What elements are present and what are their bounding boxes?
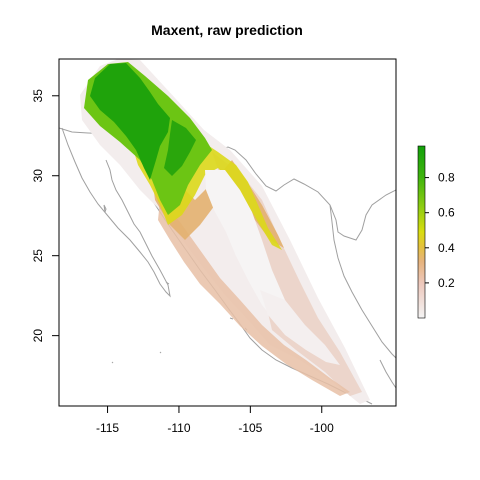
legend-tick-label: 0.8 <box>438 171 455 185</box>
x-tick-label: -105 <box>238 421 262 435</box>
x-tick-label: -100 <box>310 421 334 435</box>
island-c <box>229 317 234 320</box>
map-title: Maxent, raw prediction <box>151 22 303 38</box>
legend-tick-label: 0.2 <box>438 276 455 290</box>
gulf-coast <box>329 204 396 359</box>
x-axis: -115 -110 -105 -100 <box>96 406 334 435</box>
raster-medium-band <box>150 160 284 248</box>
legend-tick-label: 0.4 <box>438 241 455 255</box>
prediction-raster <box>80 59 370 404</box>
color-legend: 0.2 0.4 0.6 0.8 <box>417 145 455 319</box>
y-tick-label: 20 <box>31 329 45 343</box>
baja-california-coast <box>61 127 171 298</box>
legend-ticks: 0.2 0.4 0.6 0.8 <box>425 171 455 290</box>
x-tick-label: -115 <box>96 421 119 435</box>
yucatan-coast <box>379 359 396 389</box>
raster-dark-green-zone <box>90 63 170 180</box>
raster-white-lower <box>260 290 340 365</box>
island-a <box>103 204 107 213</box>
raster-white-interior <box>205 170 318 350</box>
y-tick-label: 25 <box>31 249 45 263</box>
y-tick-label: 30 <box>31 169 45 183</box>
map-panel <box>59 59 396 405</box>
raster-dark-green-patch <box>164 120 196 176</box>
x-tick-label: -110 <box>167 421 190 435</box>
legend-tick-label: 0.6 <box>438 206 455 220</box>
island-b <box>165 281 170 285</box>
legend-colorbar <box>417 145 426 319</box>
island-e <box>159 351 162 354</box>
plot-frame <box>58 58 397 407</box>
island-f <box>111 361 114 364</box>
y-axis: 20 25 30 35 <box>31 89 59 343</box>
y-tick-label: 35 <box>31 89 45 103</box>
